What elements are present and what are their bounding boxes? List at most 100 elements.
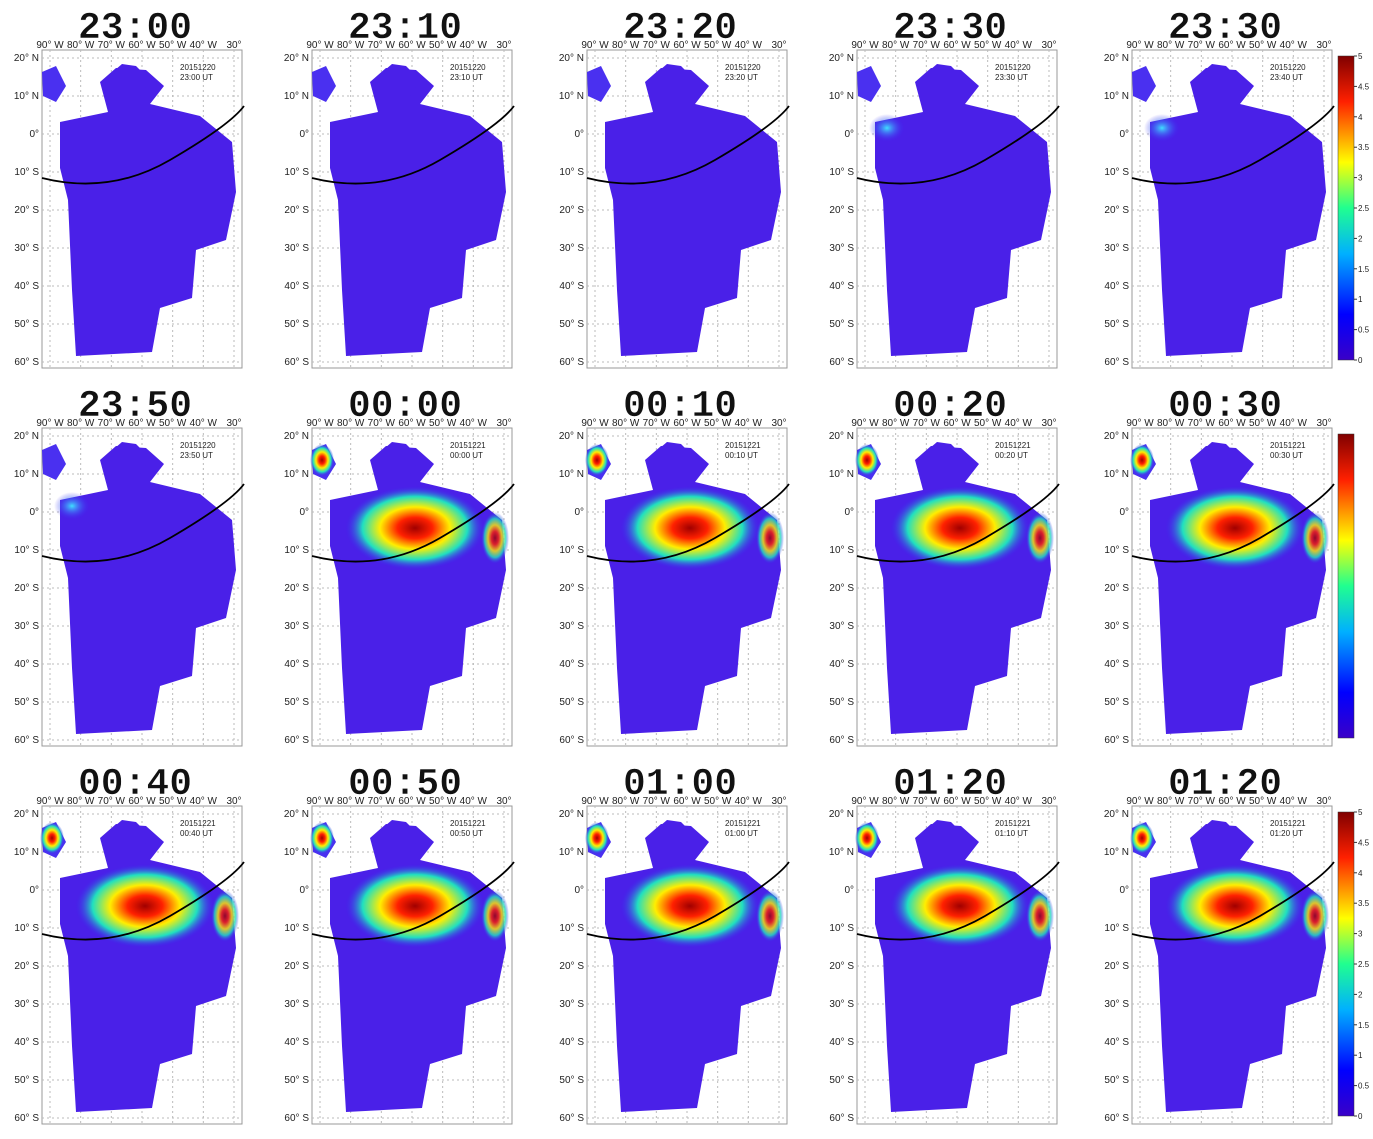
lat-label: 10° N [1104, 469, 1129, 480]
convection-area [481, 512, 509, 564]
lon-label: 80° W [612, 796, 640, 807]
lon-label: 50° W [159, 796, 187, 807]
lat-label: 10° N [829, 469, 854, 480]
lon-label: 40° W [735, 40, 763, 51]
lon-label: 80° W [337, 796, 365, 807]
lon-label: 70° W [98, 40, 126, 51]
lon-label: 50° W [974, 40, 1002, 51]
lat-label: 20° S [829, 961, 854, 972]
convection-area [1130, 444, 1154, 476]
lat-label: 30° S [284, 999, 309, 1010]
lat-label: 60° S [284, 735, 309, 746]
lat-label: 60° S [14, 735, 39, 746]
lon-label: 60° W [673, 796, 701, 807]
date-label: 20151220 [180, 441, 216, 450]
lat-label: 20° N [1104, 53, 1129, 64]
lat-label: 30° S [829, 621, 854, 632]
date-label: 20151220 [995, 63, 1031, 72]
lat-label: 0° [299, 885, 309, 896]
colorbar-label: 0.5 [1358, 326, 1370, 335]
lat-label: 30° S [559, 621, 584, 632]
lon-label: 40° W [460, 418, 488, 429]
lon-label: 90° W [1126, 796, 1154, 807]
date-label: 20151220 [450, 63, 486, 72]
lat-label: 20° N [284, 53, 309, 64]
lon-label: 90° W [581, 418, 609, 429]
convection-area [1026, 512, 1054, 564]
colorbar-label: 3.5 [1358, 899, 1370, 908]
lat-label: 60° S [829, 735, 854, 746]
convection-area [890, 486, 1030, 570]
lat-label: 20° S [284, 205, 309, 216]
lat-label: 0° [1119, 507, 1129, 518]
convection-area [345, 486, 485, 570]
lat-label: 40° S [1104, 1037, 1129, 1048]
time-label: 23:40 UT [1270, 73, 1303, 82]
lon-label: 40° W [460, 796, 488, 807]
lat-label: 10° N [829, 847, 854, 858]
map-panel: 23:5090° W80° W70° W60° W50° W40° W30°20… [14, 385, 244, 746]
lon-label: 80° W [337, 40, 365, 51]
lon-label: 40° W [1005, 418, 1033, 429]
lat-label: 10° N [1104, 91, 1129, 102]
lat-label: 10° S [284, 167, 309, 178]
lat-label: 20° S [559, 961, 584, 972]
lat-label: 30° S [559, 999, 584, 1010]
lat-label: 10° N [1104, 847, 1129, 858]
lon-label: 30° [496, 418, 511, 429]
lon-label: 30° [226, 796, 241, 807]
lat-label: 50° S [559, 697, 584, 708]
lat-label: 0° [299, 129, 309, 140]
lon-label: 50° W [159, 418, 187, 429]
lat-label: 20° N [829, 809, 854, 820]
lon-label: 70° W [368, 40, 396, 51]
lon-label: 40° W [735, 796, 763, 807]
lon-label: 50° W [1249, 796, 1277, 807]
lat-label: 60° S [559, 357, 584, 368]
lat-label: 0° [574, 129, 584, 140]
convection-area [1130, 822, 1154, 854]
lat-label: 20° S [14, 961, 39, 972]
lon-label: 90° W [36, 796, 64, 807]
lat-label: 0° [1119, 129, 1129, 140]
lon-label: 80° W [67, 418, 95, 429]
colorbar-label: 0 [1358, 1112, 1363, 1121]
time-label: 00:40 UT [180, 829, 213, 838]
lat-label: 20° S [559, 205, 584, 216]
lon-label: 80° W [67, 40, 95, 51]
lat-label: 50° S [829, 697, 854, 708]
lat-label: 20° N [559, 431, 584, 442]
lat-label: 20° N [14, 53, 39, 64]
colorbar-label: 4 [1358, 869, 1363, 878]
date-label: 20151221 [725, 819, 761, 828]
lon-label: 90° W [36, 40, 64, 51]
date-label: 20151221 [995, 819, 1031, 828]
convection-area [756, 512, 784, 564]
lat-label: 40° S [14, 659, 39, 670]
lat-label: 10° S [559, 545, 584, 556]
lat-label: 10° S [559, 923, 584, 934]
lon-label: 90° W [851, 40, 879, 51]
lat-label: 60° S [1104, 735, 1129, 746]
colorbar-label: 5 [1358, 808, 1363, 817]
lon-label: 50° W [704, 40, 732, 51]
lon-label: 60° W [673, 40, 701, 51]
lon-label: 30° [1316, 796, 1331, 807]
convection-area [40, 822, 64, 854]
time-label: 23:10 UT [450, 73, 483, 82]
convection-area [75, 864, 215, 948]
time-label: 00:10 UT [725, 451, 758, 460]
lon-label: 70° W [913, 40, 941, 51]
date-label: 20151220 [1270, 63, 1306, 72]
lat-label: 50° S [14, 319, 39, 330]
lon-label: 40° W [1280, 418, 1308, 429]
lon-label: 70° W [643, 40, 671, 51]
lat-label: 20° S [284, 583, 309, 594]
lon-label: 60° W [128, 796, 156, 807]
lon-label: 70° W [643, 418, 671, 429]
lat-label: 0° [29, 129, 39, 140]
lon-label: 80° W [612, 40, 640, 51]
lat-label: 30° S [284, 243, 309, 254]
lon-label: 60° W [398, 418, 426, 429]
